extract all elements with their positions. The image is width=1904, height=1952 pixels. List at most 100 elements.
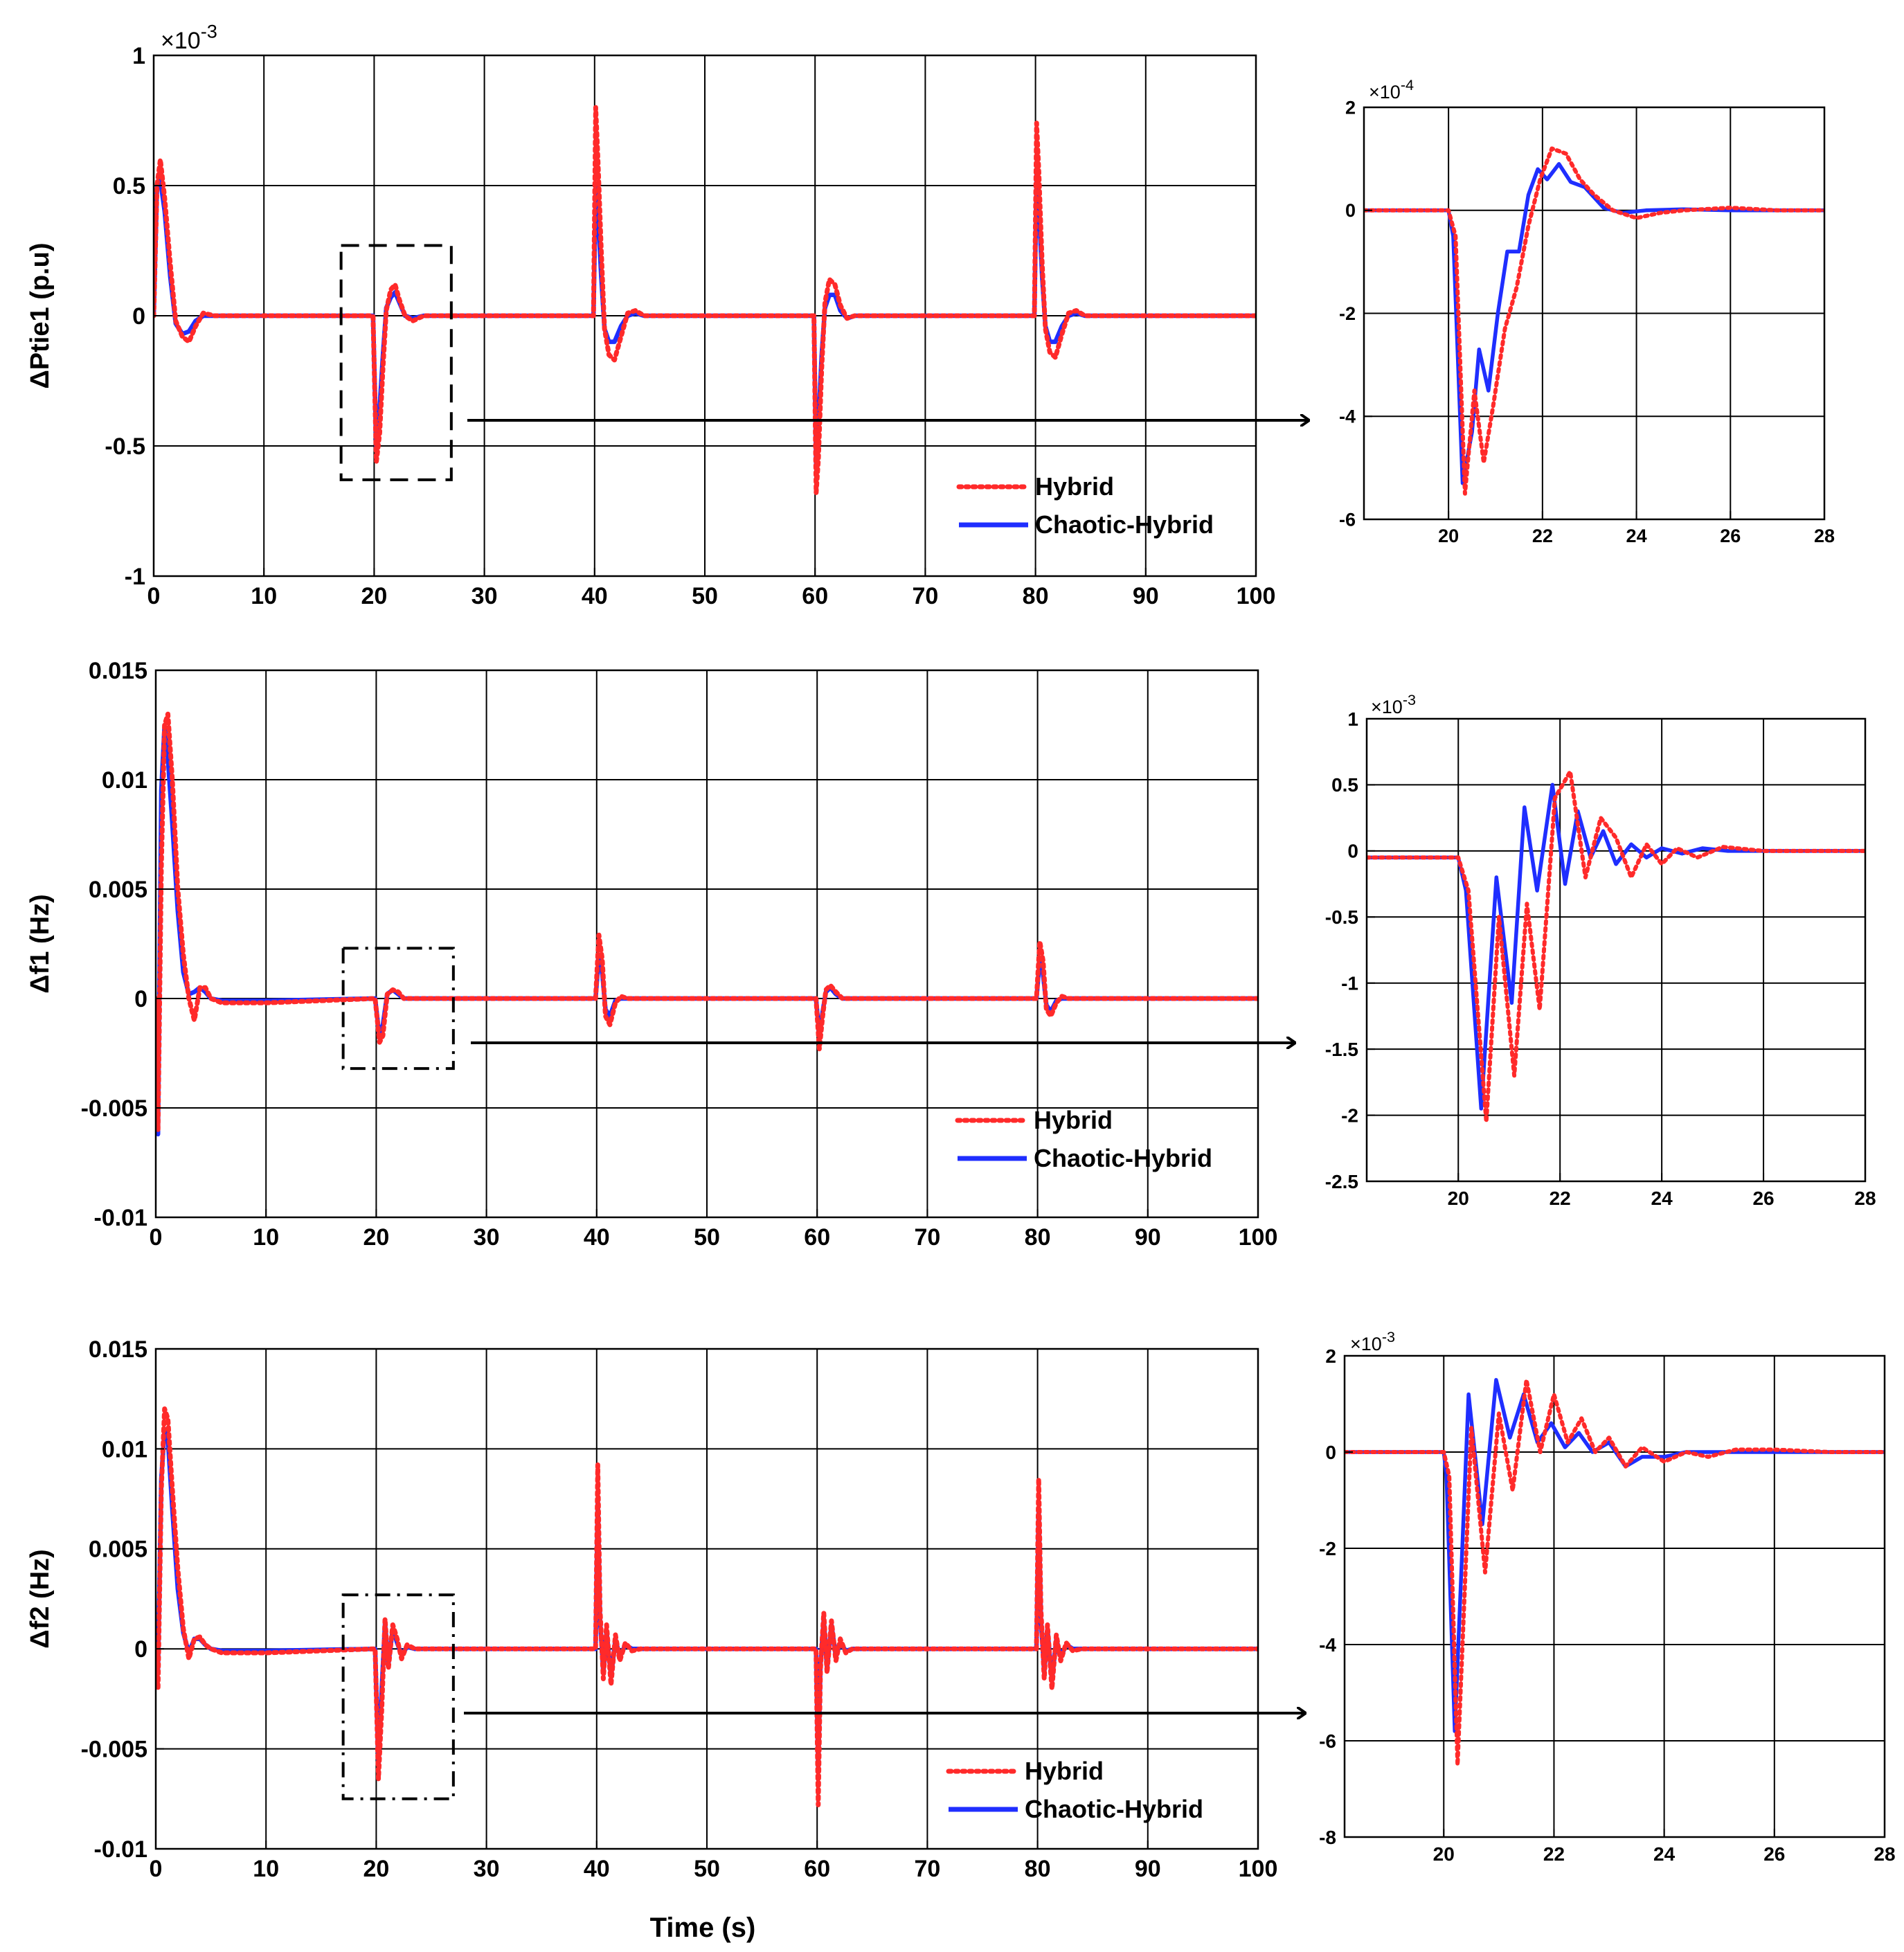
y-tick-label: -1 (125, 564, 145, 590)
x-tick-label: 70 (912, 583, 938, 609)
zoom-region-box (341, 1593, 455, 1800)
y-tick-label: 1 (1347, 708, 1358, 730)
x-tick-label: 90 (1135, 1856, 1161, 1882)
axis-multiplier: ×10-3 (1350, 1328, 1395, 1354)
y-tick-label: -2 (1341, 1104, 1358, 1126)
x-tick-label: 10 (251, 583, 277, 609)
legend-chaotic-label: Chaotic-Hybrid (1025, 1795, 1203, 1823)
axes-frame (1343, 1354, 1886, 1838)
legend: Hybrid Chaotic-Hybrid (946, 1757, 1203, 1823)
y-tick-label: -6 (1319, 1730, 1336, 1752)
y-tick-label: -0.01 (94, 1205, 148, 1231)
x-tick-label: 20 (363, 1856, 389, 1882)
x-tick-label: 70 (914, 1224, 940, 1251)
series-chaotic-hybrid-line (1345, 1378, 1885, 1733)
y-tick-label: -2 (1339, 303, 1356, 324)
y-tick-label: -2.5 (1325, 1171, 1358, 1192)
y-tick-label: -1 (1341, 973, 1358, 994)
x-tick-label: 20 (1433, 1843, 1455, 1865)
y-tick-label: 0.015 (89, 658, 147, 684)
series-hybrid-line (154, 105, 1256, 496)
legend-hybrid-label: Hybrid (1034, 1106, 1113, 1134)
legend: Hybrid Chaotic-Hybrid (955, 1106, 1212, 1172)
y-tick-label: -0.5 (1325, 906, 1358, 928)
legend-chaotic-label: Chaotic-Hybrid (1034, 1144, 1212, 1172)
x-tick-label: 0 (150, 1856, 163, 1882)
x-tick-label: 10 (253, 1224, 279, 1251)
y-tick-label: 0 (134, 1636, 147, 1663)
chart-panels: 0 10 20 30 40 50 60 70 80 90 100-1-0.500.51×10-3ΔP… (26, 21, 1896, 1882)
series-hybrid-line (1364, 146, 1824, 496)
x-tick-label: 28 (1874, 1843, 1895, 1865)
y-tick-label: 0 (1347, 841, 1358, 862)
x-tick-label: 30 (474, 1224, 500, 1251)
y-tick-label: -0.005 (81, 1737, 147, 1763)
y-tick-label: 2 (1325, 1345, 1336, 1367)
x-tick-label: 24 (1626, 526, 1647, 546)
y-tick-label: 0 (134, 986, 147, 1012)
y-axis-label: Δf1 (Hz) (26, 894, 55, 993)
x-tick-label: 26 (1720, 526, 1741, 546)
x-tick-label: 90 (1133, 583, 1159, 609)
ptie-zoom-panel: 20 22 24 26 28 -6 -4 -2 0 2 ×10-4 (1339, 76, 1835, 546)
x-tick-label: 20 (361, 583, 387, 609)
series-hybrid-line (1345, 1377, 1885, 1767)
x-tick-label: 80 (1023, 583, 1049, 609)
x-tick-label: 28 (1854, 1188, 1876, 1209)
x-tick-label: 30 (471, 583, 498, 609)
x-tick-label: 20 (1438, 526, 1459, 546)
y-tick-label: 0.01 (102, 1436, 147, 1462)
x-tick-label: 50 (694, 1856, 720, 1882)
series-hybrid-line (156, 1406, 1258, 1807)
series-chaotic-hybrid-line (1367, 782, 1865, 1111)
y-tick-label: 0.01 (102, 767, 147, 794)
x-tick-label: 40 (582, 583, 608, 609)
x-tick-label: 0 (147, 583, 161, 609)
legend: Hybrid Chaotic-Hybrid (956, 472, 1214, 539)
x-tick-label: 50 (692, 583, 718, 609)
legend-hybrid-label: Hybrid (1035, 472, 1114, 501)
x-tick-label: 60 (804, 1224, 830, 1251)
y-tick-label: 0 (132, 303, 145, 330)
f1-zoom-panel: 20 22 24 26 28 -2.5 -2 -1.5 -1 -0.5 0 0.5 1 ×10-3 (1325, 691, 1876, 1209)
x-tick-label: 20 (363, 1224, 389, 1251)
x-tick-label: 40 (584, 1856, 610, 1882)
series-hybrid-line (156, 711, 1258, 1133)
y-tick-label: 0 (1345, 200, 1356, 221)
y-tick-label: -1.5 (1325, 1039, 1358, 1060)
y-tick-label: -4 (1319, 1634, 1336, 1656)
y-tick-label: -0.005 (81, 1095, 147, 1122)
y-tick-label: -4 (1339, 406, 1356, 427)
y-tick-label: -0.01 (94, 1836, 148, 1863)
axis-multiplier: ×10-3 (161, 21, 217, 54)
x-tick-label: 50 (694, 1224, 720, 1251)
x-tick-label: 22 (1543, 1843, 1565, 1865)
y-tick-label: -6 (1339, 509, 1356, 530)
f1-main-panel: 0 10 20 30 40 50 60 70 80 90 100 -0.01 -0.005 0 0.005 0… (26, 658, 1277, 1251)
x-tick-label: 24 (1651, 1188, 1673, 1209)
x-tick-label: 80 (1025, 1224, 1051, 1251)
y-tick-label: -8 (1319, 1827, 1336, 1848)
y-tick-label: 0.005 (89, 877, 147, 903)
x-tick-label: 80 (1025, 1856, 1051, 1882)
y-axis-label: ΔPtie1 (p.u) (26, 243, 55, 389)
y-tick-label: -2 (1319, 1538, 1336, 1559)
legend-hybrid-label: Hybrid (1025, 1757, 1104, 1785)
x-tick-label: 0 (150, 1224, 163, 1251)
y-tick-label: 0.005 (89, 1537, 147, 1563)
ptie-main-panel: 0 10 20 30 40 50 60 70 80 90 100 -1 -0.5 0 0.5 1 ×10-3 ΔP… (26, 21, 1275, 609)
x-tick-label: 26 (1752, 1188, 1774, 1209)
y-tick-label: -0.5 (105, 433, 145, 460)
x-tick-label: 26 (1763, 1843, 1785, 1865)
x-tick-label: 100 (1239, 1224, 1278, 1251)
axes-frame (1365, 717, 1867, 1183)
x-tick-label: 10 (253, 1856, 279, 1882)
zoom-region-box (339, 244, 453, 481)
x-tick-label: 60 (804, 1856, 830, 1882)
x-tick-label: 100 (1239, 1856, 1278, 1882)
x-tick-label: 90 (1135, 1224, 1161, 1251)
x-tick-label: 22 (1532, 526, 1553, 546)
y-tick-label: 0.015 (89, 1336, 147, 1363)
f2-zoom-panel: 20 22 24 26 28 -8 -6 -4 -2 0 2 ×10-3 (1319, 1328, 1895, 1865)
